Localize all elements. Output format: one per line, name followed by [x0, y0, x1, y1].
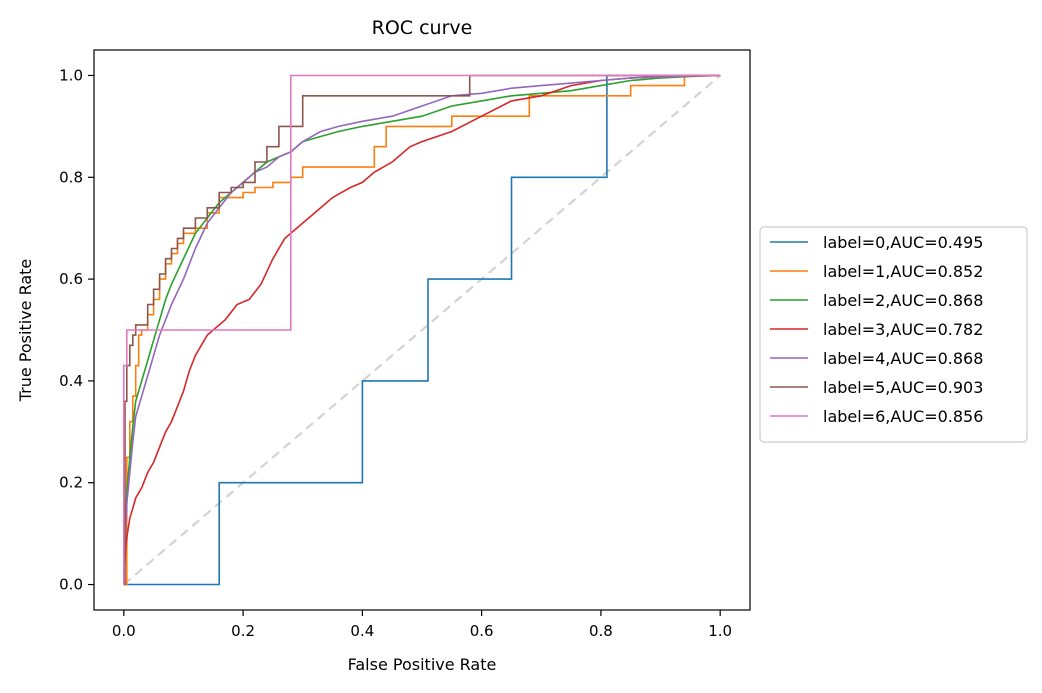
series-line-label-3 [123, 74, 721, 585]
y-tick-label: 0.8 [59, 168, 83, 186]
legend: label=0,AUC=0.495 label=1,AUC=0.852 label=… [759, 226, 1028, 443]
x-tick-label: 0.4 [350, 622, 374, 640]
plot-frame [93, 49, 751, 611]
y-tick-label: 0.4 [59, 372, 83, 390]
x-tick-label: 0.0 [112, 622, 136, 640]
y-tick-label: 1.0 [59, 66, 83, 84]
y-tick-label: 0.0 [59, 576, 83, 594]
x-tick-label: 1.0 [708, 622, 732, 640]
series-line-label-0 [123, 74, 721, 586]
x-tick-label: 0.2 [231, 622, 255, 640]
chart-title: ROC curve [372, 17, 473, 39]
series-line-label-1 [123, 74, 721, 586]
x-tick-label: 0.6 [470, 622, 494, 640]
legend-entry: label=5,AUC=0.903 [823, 378, 983, 397]
y-tick-label: 0.2 [59, 474, 83, 492]
x-axis-label: False Positive Rate [348, 655, 497, 674]
legend-entry: label=0,AUC=0.495 [823, 233, 983, 252]
plot-area [123, 74, 721, 586]
chance-line [123, 74, 721, 586]
series-line-label-4 [123, 74, 721, 585]
y-tick-label: 0.6 [59, 270, 83, 288]
series-line-label-5 [123, 74, 721, 586]
legend-entry: label=4,AUC=0.868 [823, 349, 983, 368]
legend-entry: label=1,AUC=0.852 [823, 262, 983, 281]
x-axis-ticks: 0.0 0.2 0.4 0.6 0.8 1.0 [112, 610, 732, 640]
series-line-label-6 [123, 74, 721, 585]
x-tick-label: 0.8 [589, 622, 613, 640]
legend-entry: label=6,AUC=0.856 [823, 407, 983, 426]
legend-box [759, 226, 1028, 443]
y-axis-label: True Positive Rate [16, 259, 35, 403]
y-axis-ticks: 0.0 0.2 0.4 0.6 0.8 1.0 [59, 66, 94, 594]
series-line-label-2 [123, 74, 721, 585]
legend-entry: label=2,AUC=0.868 [823, 291, 983, 310]
legend-entry: label=3,AUC=0.782 [823, 320, 983, 339]
